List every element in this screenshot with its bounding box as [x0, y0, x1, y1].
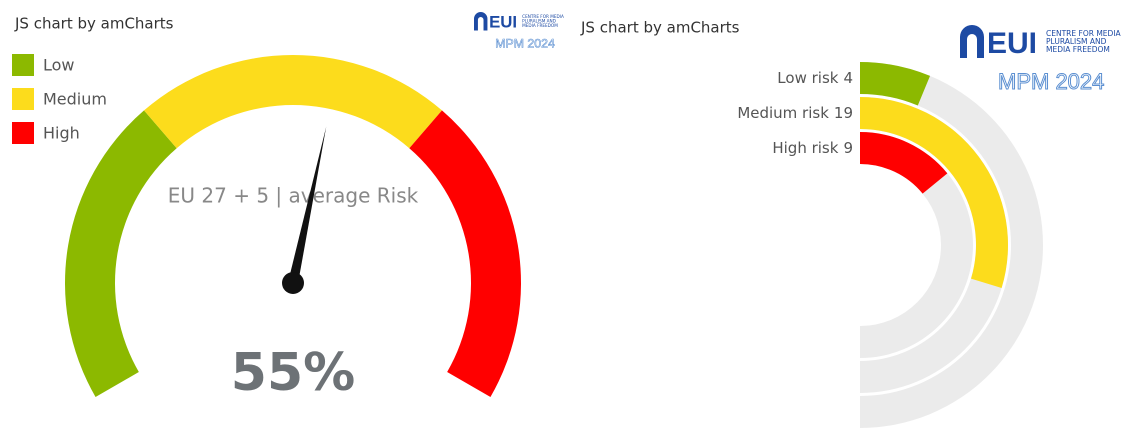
gauge-value: 55%: [231, 343, 355, 403]
radial-bar: [860, 97, 1009, 288]
logo-icon: [960, 25, 984, 58]
logo-line: PLURALISM AND: [1046, 37, 1107, 46]
gauge-needle: [288, 126, 327, 285]
logo-line: MEDIA FREEDOM: [1046, 45, 1110, 54]
radial-bar: [860, 132, 948, 194]
logo-line: CENTRE FOR MEDIA: [1046, 29, 1122, 38]
gauge-band: [409, 110, 522, 398]
logo: EUI CENTRE FOR MEDIA PLURALISM AND MEDIA…: [474, 12, 564, 51]
ring-track: [860, 132, 973, 358]
logo-edition: MPM 2024: [998, 69, 1104, 94]
category-label: Low risk: [777, 69, 838, 87]
logo-line: PLURALISM AND: [522, 19, 556, 24]
credit: JS chart by amCharts: [14, 15, 174, 33]
logo-mark: EUI: [987, 27, 1037, 60]
value-label: 4: [843, 69, 853, 87]
credit: JS chart by amCharts: [580, 19, 740, 37]
value-label: 9: [843, 139, 853, 157]
value-label: 19: [834, 104, 853, 122]
bar-label: High risk 9: [772, 139, 853, 157]
gauge-title: EU 27 + 5 | average Risk: [168, 184, 419, 208]
logo: EUI CENTRE FOR MEDIA PLURALISM AND MEDIA…: [960, 25, 1122, 94]
legend-label: High: [43, 124, 80, 143]
legend-swatch: [12, 88, 34, 110]
logo-line: MEDIA FREEDOM: [522, 23, 558, 28]
needle-hub: [282, 272, 304, 294]
ring-track: [860, 62, 1043, 428]
logo-icon: [474, 12, 488, 31]
bar-label: Low risk 4: [777, 69, 853, 87]
legend-swatch: [12, 122, 34, 144]
category-label: Medium risk: [737, 104, 829, 122]
bar-label: Medium risk 19: [737, 104, 853, 122]
radial-bar: [860, 62, 931, 106]
legend-label: Low: [43, 56, 75, 75]
legend-swatch: [12, 54, 34, 76]
legend-label: Medium: [43, 90, 107, 109]
logo-line: CENTRE FOR MEDIA: [522, 14, 564, 19]
logo-mark: EUI: [489, 13, 517, 32]
category-label: High risk: [772, 139, 838, 157]
gauge-band: [144, 55, 442, 149]
gauge-band: [65, 110, 177, 398]
logo-edition: MPM 2024: [495, 37, 555, 51]
